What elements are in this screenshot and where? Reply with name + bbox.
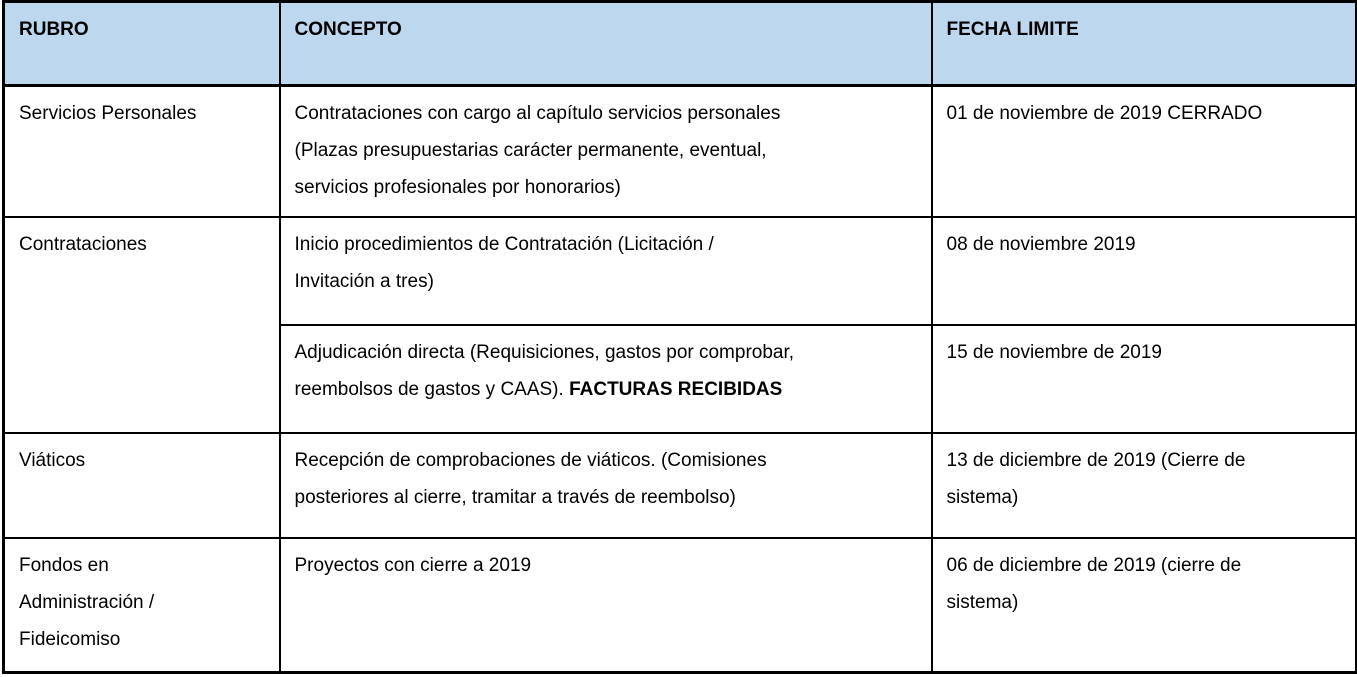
cell-rubro-viaticos: Viáticos xyxy=(2,431,281,539)
cell-concepto-servicios-personales: Contrataciones con cargo al capítulo ser… xyxy=(278,84,933,218)
header-fecha-limite: FECHA LIMITE xyxy=(930,0,1357,87)
cell-fecha-servicios-personales: 01 de noviembre de 2019 CERRADO xyxy=(930,84,1357,218)
cell-fecha-contrataciones-inicio: 08 de noviembre 2019 xyxy=(930,215,1357,326)
cell-fecha-fondos: 06 de diciembre de 2019 (cierre de siste… xyxy=(930,536,1357,674)
cell-rubro-servicios-personales: Servicios Personales xyxy=(2,84,281,218)
concepto-adjudicacion-regular-text: Adjudicación directa (Requisiciones, gas… xyxy=(294,341,795,400)
cell-concepto-fondos: Proyectos con cierre a 2019 xyxy=(278,536,933,674)
table-header-row: RUBRO CONCEPTO FECHA LIMITE xyxy=(2,0,1357,87)
cell-concepto-viaticos: Recepción de comprobaciones de viáticos.… xyxy=(278,431,933,539)
header-concepto: CONCEPTO xyxy=(278,0,933,87)
cell-fecha-viaticos: 13 de diciembre de 2019 (Cierre de siste… xyxy=(930,431,1357,539)
cell-rubro-contrataciones: Contrataciones xyxy=(2,215,281,434)
concepto-facturas-recibidas-bold-text: FACTURAS RECIBIDAS xyxy=(569,378,783,400)
table-row-contrataciones-2: Adjudicación directa (Requisiciones, gas… xyxy=(4,323,1357,434)
table-row-servicios-personales: Servicios Personales Contrataciones con … xyxy=(2,84,1357,218)
cell-concepto-contrataciones-inicio: Inicio procedimientos de Contratación (L… xyxy=(278,215,933,326)
table-row-viaticos: Viáticos Recepción de comprobaciones de … xyxy=(2,431,1357,539)
cell-rubro-fondos: Fondos en Administración / Fideicomiso xyxy=(2,536,281,674)
cell-fecha-adjudicacion-directa: 15 de noviembre de 2019 xyxy=(930,323,1357,434)
table-row-contrataciones-1: Contrataciones Inicio procedimientos de … xyxy=(2,215,1357,434)
cell-concepto-adjudicacion-directa: Adjudicación directa (Requisiciones, gas… xyxy=(278,323,933,434)
header-rubro: RUBRO xyxy=(2,0,281,87)
table-row-fondos: Fondos en Administración / Fideicomiso P… xyxy=(2,536,1357,674)
